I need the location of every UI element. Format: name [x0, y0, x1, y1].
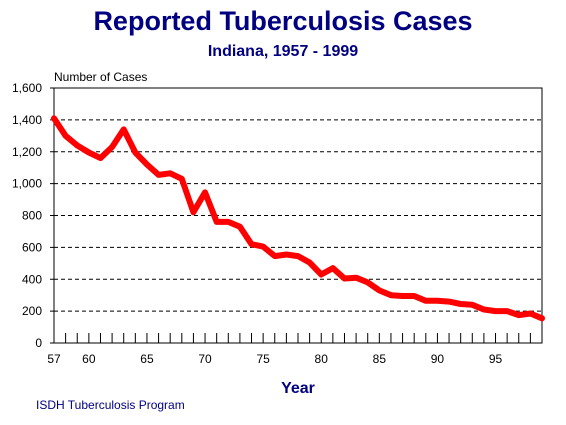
- chart-title: Reported Tuberculosis Cases: [93, 6, 473, 36]
- y-tick-label-1400: 1,400: [12, 113, 42, 127]
- grid-lines: [54, 119, 542, 312]
- chart-subtitle: Indiana, 1957 - 1999: [207, 43, 359, 60]
- y-axis-ticks: [50, 87, 54, 344]
- y-axis-label: Number of Cases: [54, 70, 148, 84]
- y-tick-label-1200: 1,200: [12, 145, 42, 159]
- y-tick-label-400: 400: [22, 272, 42, 286]
- x-tick-label-1980: 80: [315, 352, 329, 366]
- y-tick-label-200: 200: [22, 304, 42, 318]
- x-tick-label-1965: 65: [140, 352, 154, 366]
- y-tick-label-1600: 1,600: [12, 81, 42, 95]
- x-tick-label-1960: 60: [82, 352, 96, 366]
- x-axis-label: Year: [281, 380, 315, 397]
- x-tick-label-1985: 85: [373, 352, 387, 366]
- y-axis-tick-labels: 0 200 400 600 800 1,000 1,200 1,400 1,600: [12, 81, 42, 350]
- x-tick-label-1970: 70: [198, 352, 212, 366]
- x-tick-label-1957: 57: [47, 352, 61, 366]
- y-tick-label-0: 0: [35, 336, 42, 350]
- x-tick-label-1990: 90: [431, 352, 445, 366]
- x-tick-label-1975: 75: [256, 352, 270, 366]
- x-axis-ticks: [53, 333, 543, 343]
- y-tick-label-800: 800: [22, 209, 42, 223]
- series-line: [51, 115, 545, 322]
- y-tick-label-1000: 1,000: [12, 177, 42, 191]
- x-axis-tick-labels: 57 60 65 70 75 80 85 90 95: [47, 352, 502, 366]
- source-footer: ISDH Tuberculosis Program: [36, 398, 185, 412]
- x-tick-label-1995: 95: [489, 352, 503, 366]
- y-tick-label-600: 600: [22, 240, 42, 254]
